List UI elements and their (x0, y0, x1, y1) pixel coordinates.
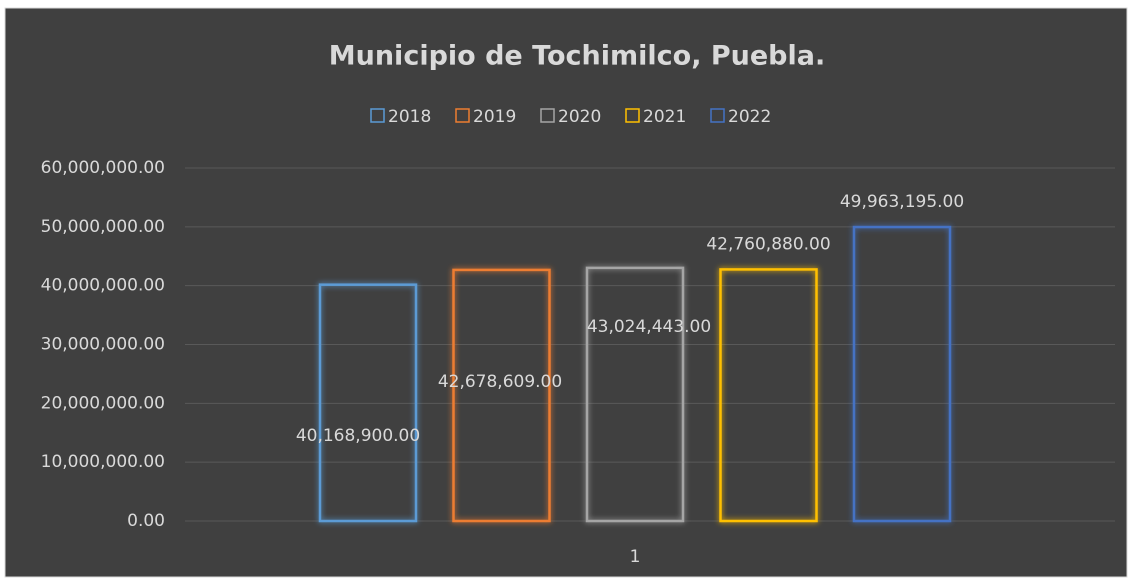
legend-label: 2022 (728, 107, 771, 127)
y-tick-label: 60,000,000.00 (41, 158, 165, 178)
y-tick-label: 50,000,000.00 (41, 217, 165, 237)
data-label: 42,678,609.00 (438, 372, 562, 392)
bar (719, 268, 818, 523)
data-label: 42,760,880.00 (706, 234, 830, 254)
chart-title: Municipio de Tochimilco, Puebla. (329, 41, 826, 72)
data-label: 49,963,195.00 (840, 192, 964, 212)
legend-swatch (625, 108, 640, 123)
bar (452, 268, 551, 523)
data-label: 40,168,900.00 (296, 426, 420, 446)
data-label: 43,024,443.00 (587, 317, 711, 337)
bar (852, 225, 952, 523)
legend-swatch (540, 108, 555, 123)
legend-label: 2021 (643, 107, 686, 127)
bar (585, 266, 685, 523)
legend-swatch (710, 108, 725, 123)
legend-swatch (455, 108, 470, 123)
y-tick-label: 40,000,000.00 (41, 276, 165, 296)
y-tick-label: 0.00 (127, 511, 165, 531)
y-tick-label: 20,000,000.00 (41, 393, 165, 413)
bar (318, 283, 418, 523)
legend-label: 2018 (388, 107, 431, 127)
x-tick-label: 1 (630, 547, 641, 567)
chart-area (4, 7, 1128, 578)
legend-swatch (370, 108, 385, 123)
legend-label: 2020 (558, 107, 601, 127)
y-tick-label: 30,000,000.00 (41, 335, 165, 355)
legend-label: 2019 (473, 107, 516, 127)
y-tick-label: 10,000,000.00 (41, 452, 165, 472)
